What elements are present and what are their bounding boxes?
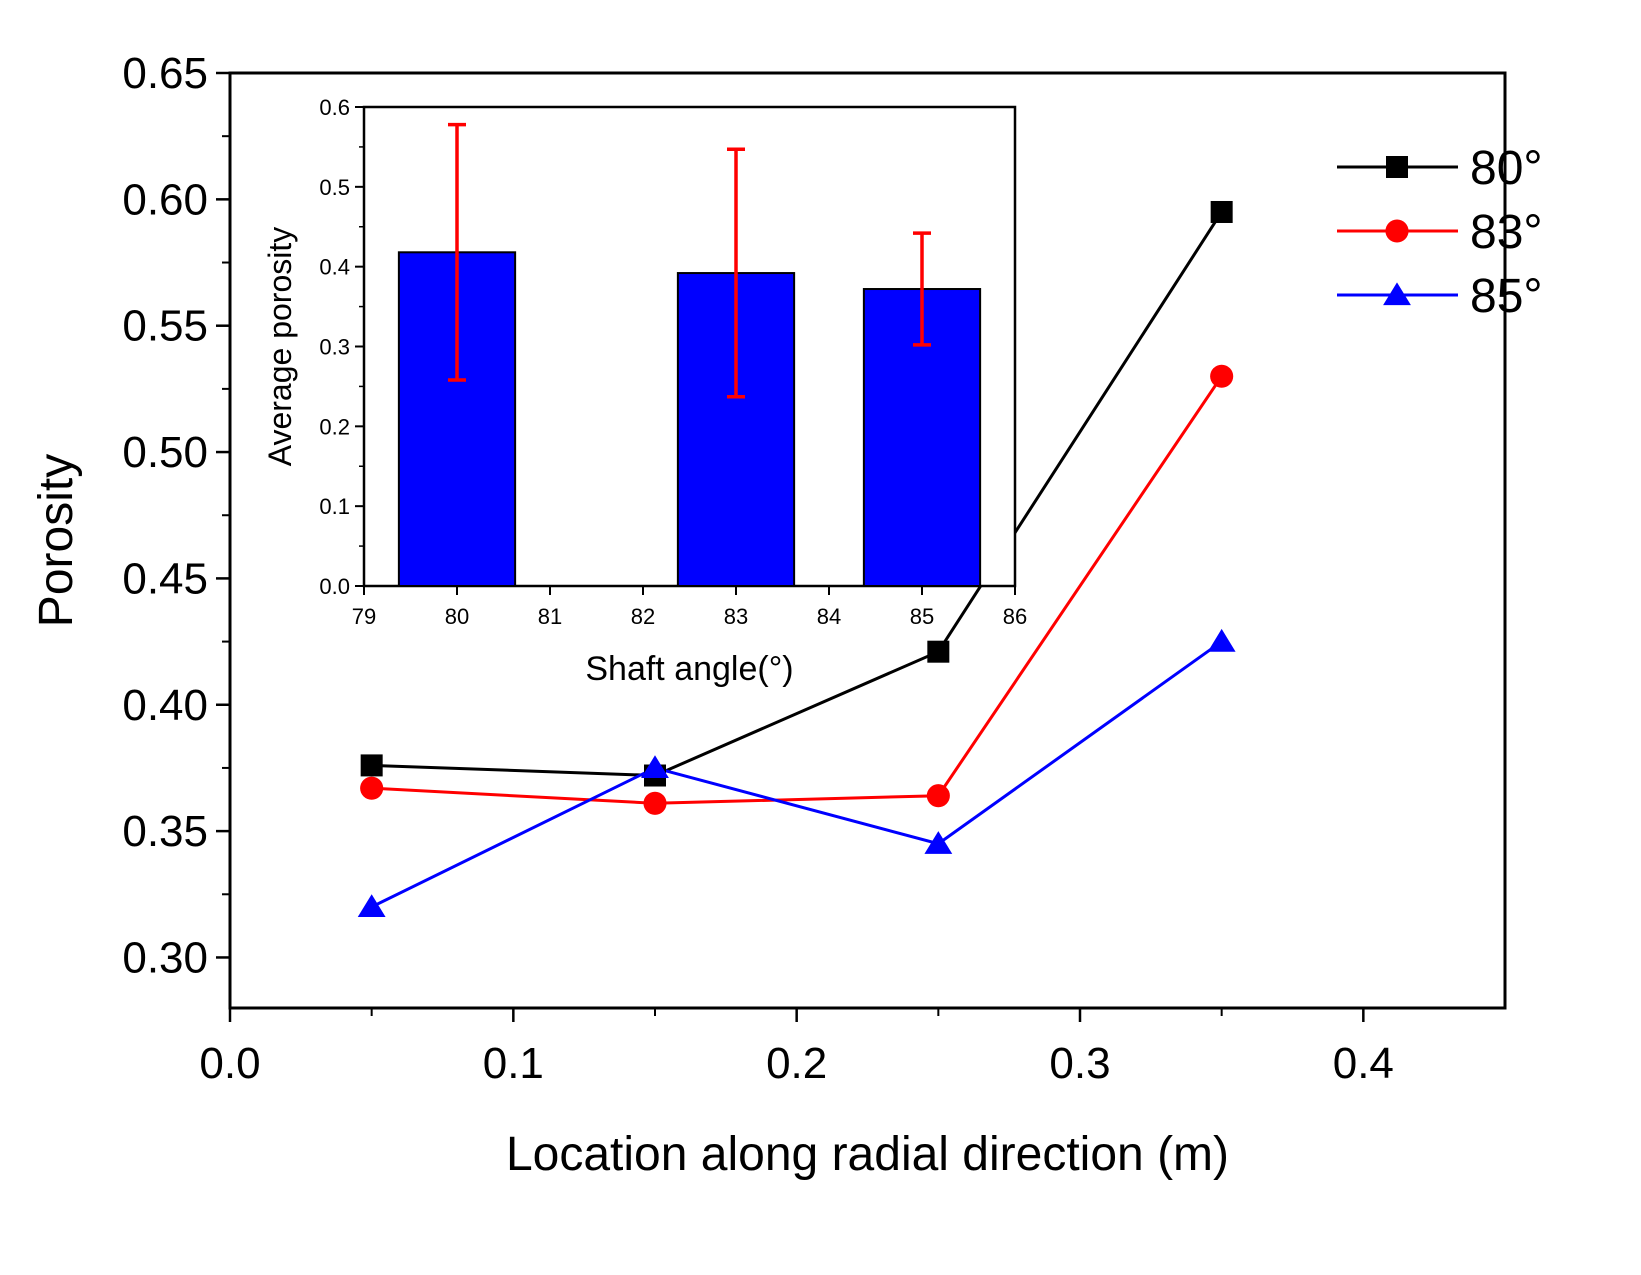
series-2-point [1207, 628, 1236, 652]
inset-x-tick-label: 80 [445, 604, 469, 629]
main-y-tick-label: 0.50 [122, 428, 208, 477]
inset-x-tick-label: 83 [724, 604, 748, 629]
inset-x-axis-label: Shaft angle(°) [585, 650, 793, 688]
legend-marker-0 [1386, 156, 1408, 178]
main-x-tick-label: 0.4 [1333, 1039, 1394, 1088]
inset-y-axis-label: Average porosity [262, 227, 298, 467]
inset-x-tick-label: 79 [352, 604, 376, 629]
inset-y-tick-label: 0.1 [319, 494, 350, 519]
main-y-tick-label: 0.35 [122, 807, 208, 856]
main-y-tick-label: 0.65 [122, 49, 208, 98]
main-y-tick-label: 0.55 [122, 302, 208, 351]
inset-y-tick-label: 0.2 [319, 414, 350, 439]
main-x-tick-label: 0.2 [766, 1039, 827, 1088]
main-x-tick-label: 0.3 [1049, 1039, 1110, 1088]
series-line-2 [371, 640, 1223, 909]
inset-x-tick-label: 81 [538, 604, 562, 629]
series-0-point [1210, 200, 1233, 223]
inset-y-tick-label: 0.3 [319, 335, 350, 360]
legend-marker-2 [1383, 282, 1411, 306]
inset-x-tick-label: 82 [631, 604, 655, 629]
inset-y-tick-label: 0.5 [319, 175, 350, 200]
main-y-tick-label: 0.30 [122, 933, 208, 982]
main-y-tick-label: 0.45 [122, 554, 208, 603]
inset-x-tick-label: 85 [910, 604, 934, 629]
main-y-axis-label: Porosity [30, 454, 83, 627]
series-0-point [927, 640, 950, 663]
main-x-tick-label: 0.1 [483, 1039, 544, 1088]
series-1-point [643, 791, 667, 815]
main-y-tick-label: 0.40 [122, 681, 208, 730]
series-2-point [357, 894, 386, 918]
series-0-point [360, 754, 383, 777]
inset-x-tick-label: 84 [817, 604, 841, 629]
series-2-point [641, 755, 669, 779]
series-1-point [926, 784, 950, 808]
series-line-0 [371, 211, 1223, 778]
inset-x-tick-label: 86 [1003, 604, 1027, 629]
main-x-tick-label: 0.0 [199, 1039, 260, 1088]
inset-y-tick-label: 0.4 [319, 255, 350, 280]
main-y-tick-label: 0.60 [122, 175, 208, 224]
inset-y-tick-label: 0.6 [319, 95, 350, 120]
series-1-point [1210, 364, 1234, 388]
main-x-axis-label: Location along radial direction (m) [506, 1128, 1229, 1181]
main-plot-frame [228, 71, 1507, 1010]
series-1-point [360, 776, 384, 800]
legend-marker-1 [1385, 219, 1409, 243]
inset-y-tick-label: 0.0 [319, 574, 350, 599]
legend-label-0: 80° [1470, 142, 1543, 195]
legend-label-2: 85° [1470, 270, 1543, 323]
series-line-1 [371, 375, 1223, 805]
legend-label-1: 83° [1470, 206, 1543, 259]
series-2-point [924, 831, 953, 854]
